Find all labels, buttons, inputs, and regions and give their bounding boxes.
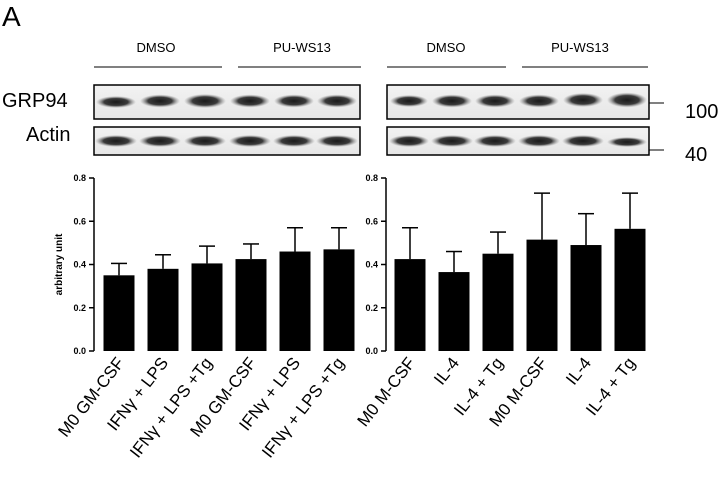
y-tick-label: 0.2 <box>73 303 86 313</box>
y-tick-label: 0.2 <box>365 303 378 313</box>
bar <box>614 228 646 351</box>
bar <box>570 245 602 351</box>
group-label-puws13-left: PU-WS13 <box>273 40 331 55</box>
y-tick-label: 0.8 <box>365 173 378 183</box>
category-label: IL-4 <box>562 354 595 389</box>
panel-letter: A <box>2 1 21 32</box>
bar <box>147 268 179 351</box>
y-tick-label: 0.4 <box>365 260 378 270</box>
y-tick-label: 0.0 <box>73 346 86 356</box>
bar <box>103 275 135 351</box>
category-label: IL-4 <box>430 354 463 389</box>
bar <box>279 251 311 351</box>
bar <box>526 239 558 351</box>
bar <box>482 253 514 351</box>
blot-row-label-grp94: GRP94 <box>2 90 68 112</box>
group-label-puws13-right: PU-WS13 <box>551 40 609 55</box>
category-label: M0 M-CSF <box>354 354 420 430</box>
mw-label-40: 40 <box>685 144 707 166</box>
bar <box>394 259 426 351</box>
category-label: IFNγ + LPS +Tg <box>258 354 348 462</box>
bar <box>323 249 355 351</box>
bar <box>235 259 267 351</box>
blot-row-label-actin: Actin <box>26 124 70 146</box>
blot-actin-right <box>386 126 650 156</box>
bar <box>191 263 223 351</box>
mw-label-100: 100 <box>685 101 718 123</box>
group-label-dmso-right: DMSO <box>427 40 466 55</box>
y-tick-label: 0.8 <box>73 173 86 183</box>
group-label-dmso-left: DMSO <box>137 40 176 55</box>
bar <box>438 272 470 351</box>
y-axis-label: arbitrary unit <box>54 233 65 295</box>
y-tick-label: 0.6 <box>73 216 86 226</box>
y-tick-label: 0.6 <box>365 216 378 226</box>
blot-grp94-left <box>93 84 361 120</box>
y-tick-label: 0.4 <box>73 260 86 270</box>
blot-actin-left <box>93 126 361 156</box>
blot-grp94-right <box>386 84 650 120</box>
y-tick-label: 0.0 <box>365 346 378 356</box>
